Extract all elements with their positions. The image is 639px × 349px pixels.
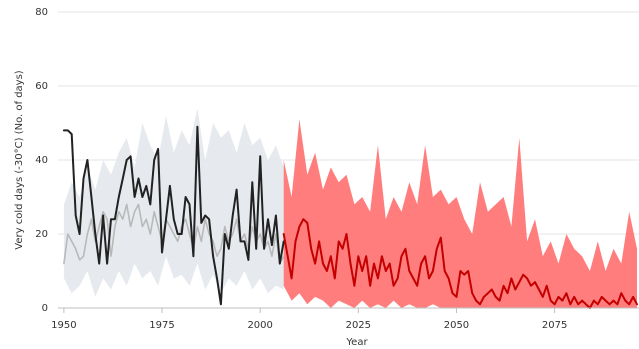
y-tick-label: 60: [35, 81, 48, 92]
x-tick-label: 1975: [149, 320, 174, 331]
x-tick-label: 2075: [542, 320, 567, 331]
x-tick-label: 2025: [346, 320, 371, 331]
y-tick-label: 20: [35, 229, 48, 240]
range-bands: [63, 108, 637, 308]
y-axis-title: Very cold days (-30°C) (No. of days): [14, 70, 25, 250]
y-tick-label: 80: [35, 7, 48, 18]
series-lines: [62, 125, 638, 309]
projection_range-band: [283, 119, 637, 308]
y-axis: 0 20 40 60 80: [35, 7, 48, 314]
x-tick-label: 2000: [247, 320, 272, 331]
projection-line: [282, 218, 638, 309]
x-axis: 1950 1975 2000 2025 2050 2075: [51, 307, 639, 331]
x-tick-label: 1950: [51, 320, 76, 331]
y-tick-label: 40: [35, 155, 48, 166]
x-tick-label: 2050: [444, 320, 469, 331]
x-axis-title: Year: [345, 337, 368, 348]
model_historical-line: [63, 203, 285, 265]
y-tick-label: 0: [42, 303, 48, 314]
observed-line: [62, 125, 285, 306]
